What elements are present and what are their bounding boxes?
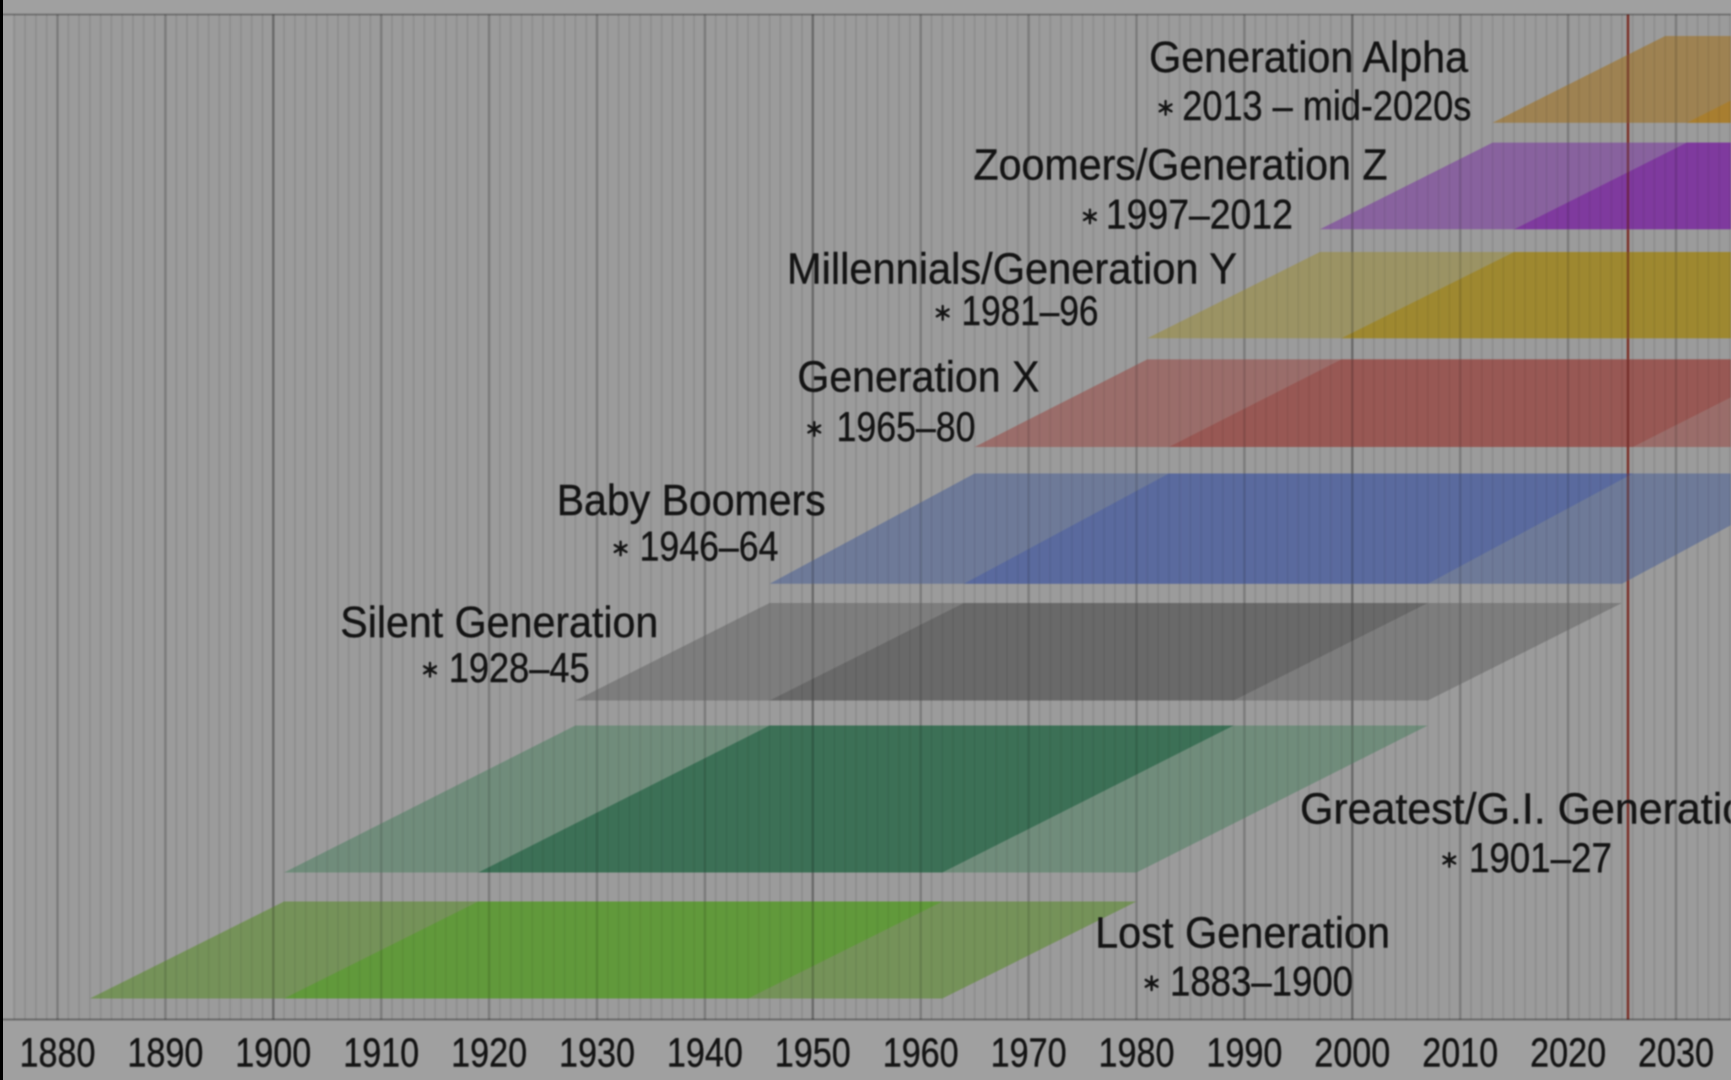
svg-text:1946–64: 1946–64	[640, 523, 779, 570]
svg-text:1883–1900: 1883–1900	[1170, 957, 1353, 1004]
svg-text:2010: 2010	[1422, 1029, 1498, 1075]
svg-text:1890: 1890	[127, 1029, 203, 1075]
svg-text:Lost Generation: Lost Generation	[1095, 909, 1390, 958]
svg-text:1990: 1990	[1206, 1029, 1282, 1075]
svg-text:2013 – mid-2020s: 2013 – mid-2020s	[1182, 82, 1471, 129]
svg-text:1900: 1900	[235, 1029, 311, 1075]
svg-text:2020: 2020	[1530, 1029, 1606, 1075]
svg-text:Silent Generation: Silent Generation	[340, 598, 658, 647]
svg-text:1960: 1960	[883, 1029, 959, 1075]
svg-text:1981–96: 1981–96	[962, 287, 1099, 334]
svg-text:1965–80: 1965–80	[837, 403, 976, 450]
svg-text:Generation Alpha: Generation Alpha	[1149, 33, 1468, 82]
svg-text:1930: 1930	[559, 1029, 635, 1075]
svg-text:1950: 1950	[775, 1029, 851, 1075]
svg-text:Generation X: Generation X	[797, 353, 1039, 402]
svg-text:Greatest/G.I. Generation: Greatest/G.I. Generation	[1300, 784, 1731, 833]
svg-text:1940: 1940	[667, 1029, 743, 1075]
svg-text:1910: 1910	[343, 1029, 419, 1075]
svg-text:1920: 1920	[451, 1029, 527, 1075]
svg-text:2000: 2000	[1314, 1029, 1390, 1075]
svg-text:Zoomers/Generation Z: Zoomers/Generation Z	[974, 140, 1388, 189]
svg-text:Baby Boomers: Baby Boomers	[557, 476, 826, 525]
svg-text:1980: 1980	[1099, 1029, 1175, 1075]
svg-text:2030: 2030	[1638, 1029, 1714, 1075]
svg-text:1970: 1970	[991, 1029, 1067, 1075]
svg-text:1997–2012: 1997–2012	[1106, 191, 1293, 238]
svg-text:1880: 1880	[20, 1029, 96, 1075]
svg-text:1901–27: 1901–27	[1469, 834, 1612, 881]
svg-text:1928–45: 1928–45	[449, 644, 590, 691]
svg-text:Millennials/Generation Y: Millennials/Generation Y	[787, 244, 1237, 293]
